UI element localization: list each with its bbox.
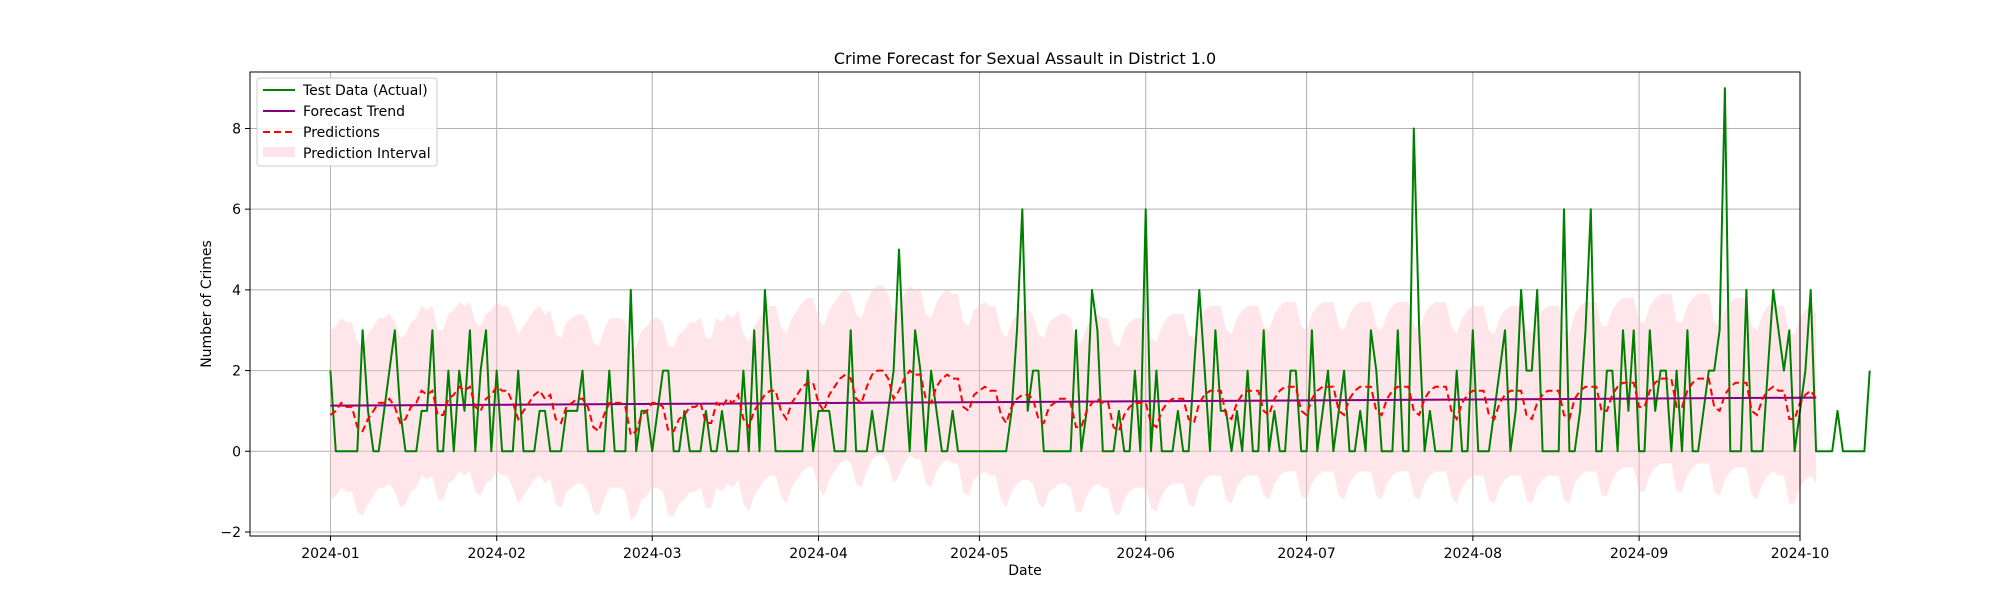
x-axis-label: Date — [1008, 563, 1041, 579]
x-tick-label: 2024-09 — [1610, 546, 1669, 562]
y-axis-ticks: −2 0 2 4 6 8 — [220, 121, 250, 541]
legend-label-actual: Test Data (Actual) — [302, 83, 428, 99]
series-line-actual — [329, 87, 1871, 453]
legend-label-trend: Forecast Trend — [303, 104, 405, 120]
plot-frame — [249, 71, 1801, 537]
x-tick-label: 2024-07 — [1277, 546, 1336, 562]
y-tick-label: 8 — [232, 121, 241, 137]
y-tick-label: −2 — [220, 525, 241, 541]
legend-box — [256, 77, 438, 167]
y-axis-label: Number of Crimes — [199, 240, 215, 368]
y-tick-label: 0 — [232, 444, 241, 460]
x-tick-label: 2024-03 — [623, 546, 682, 562]
x-tick-label: 2024-04 — [789, 546, 848, 562]
x-tick-label: 2024-06 — [1116, 546, 1175, 562]
y-tick-label: 2 — [232, 364, 241, 380]
series-line-trend — [330, 396, 1817, 407]
legend-swatch-interval — [263, 147, 295, 157]
x-tick-label: 2024-02 — [467, 546, 526, 562]
x-tick-label: 2024-05 — [950, 546, 1009, 562]
series-lines — [329, 87, 1871, 453]
series-line-predictions — [329, 369, 1817, 437]
y-tick-label: 6 — [232, 202, 241, 218]
x-tick-label: 2024-10 — [1771, 546, 1830, 562]
legend: Test Data (Actual) Forecast Trend Predic… — [256, 77, 438, 167]
x-tick-label: 2024-08 — [1444, 546, 1503, 562]
x-axis-ticks: 2024-01 2024-02 2024-03 2024-04 2024-05 2024-… — [301, 536, 1829, 562]
chart-title: Crime Forecast for Sexual Assault in Dis… — [834, 49, 1216, 68]
legend-label-predictions: Predictions — [303, 125, 380, 141]
legend-label-interval: Prediction Interval — [303, 146, 431, 162]
y-tick-label: 4 — [232, 283, 241, 299]
x-tick-label: 2024-01 — [301, 546, 360, 562]
